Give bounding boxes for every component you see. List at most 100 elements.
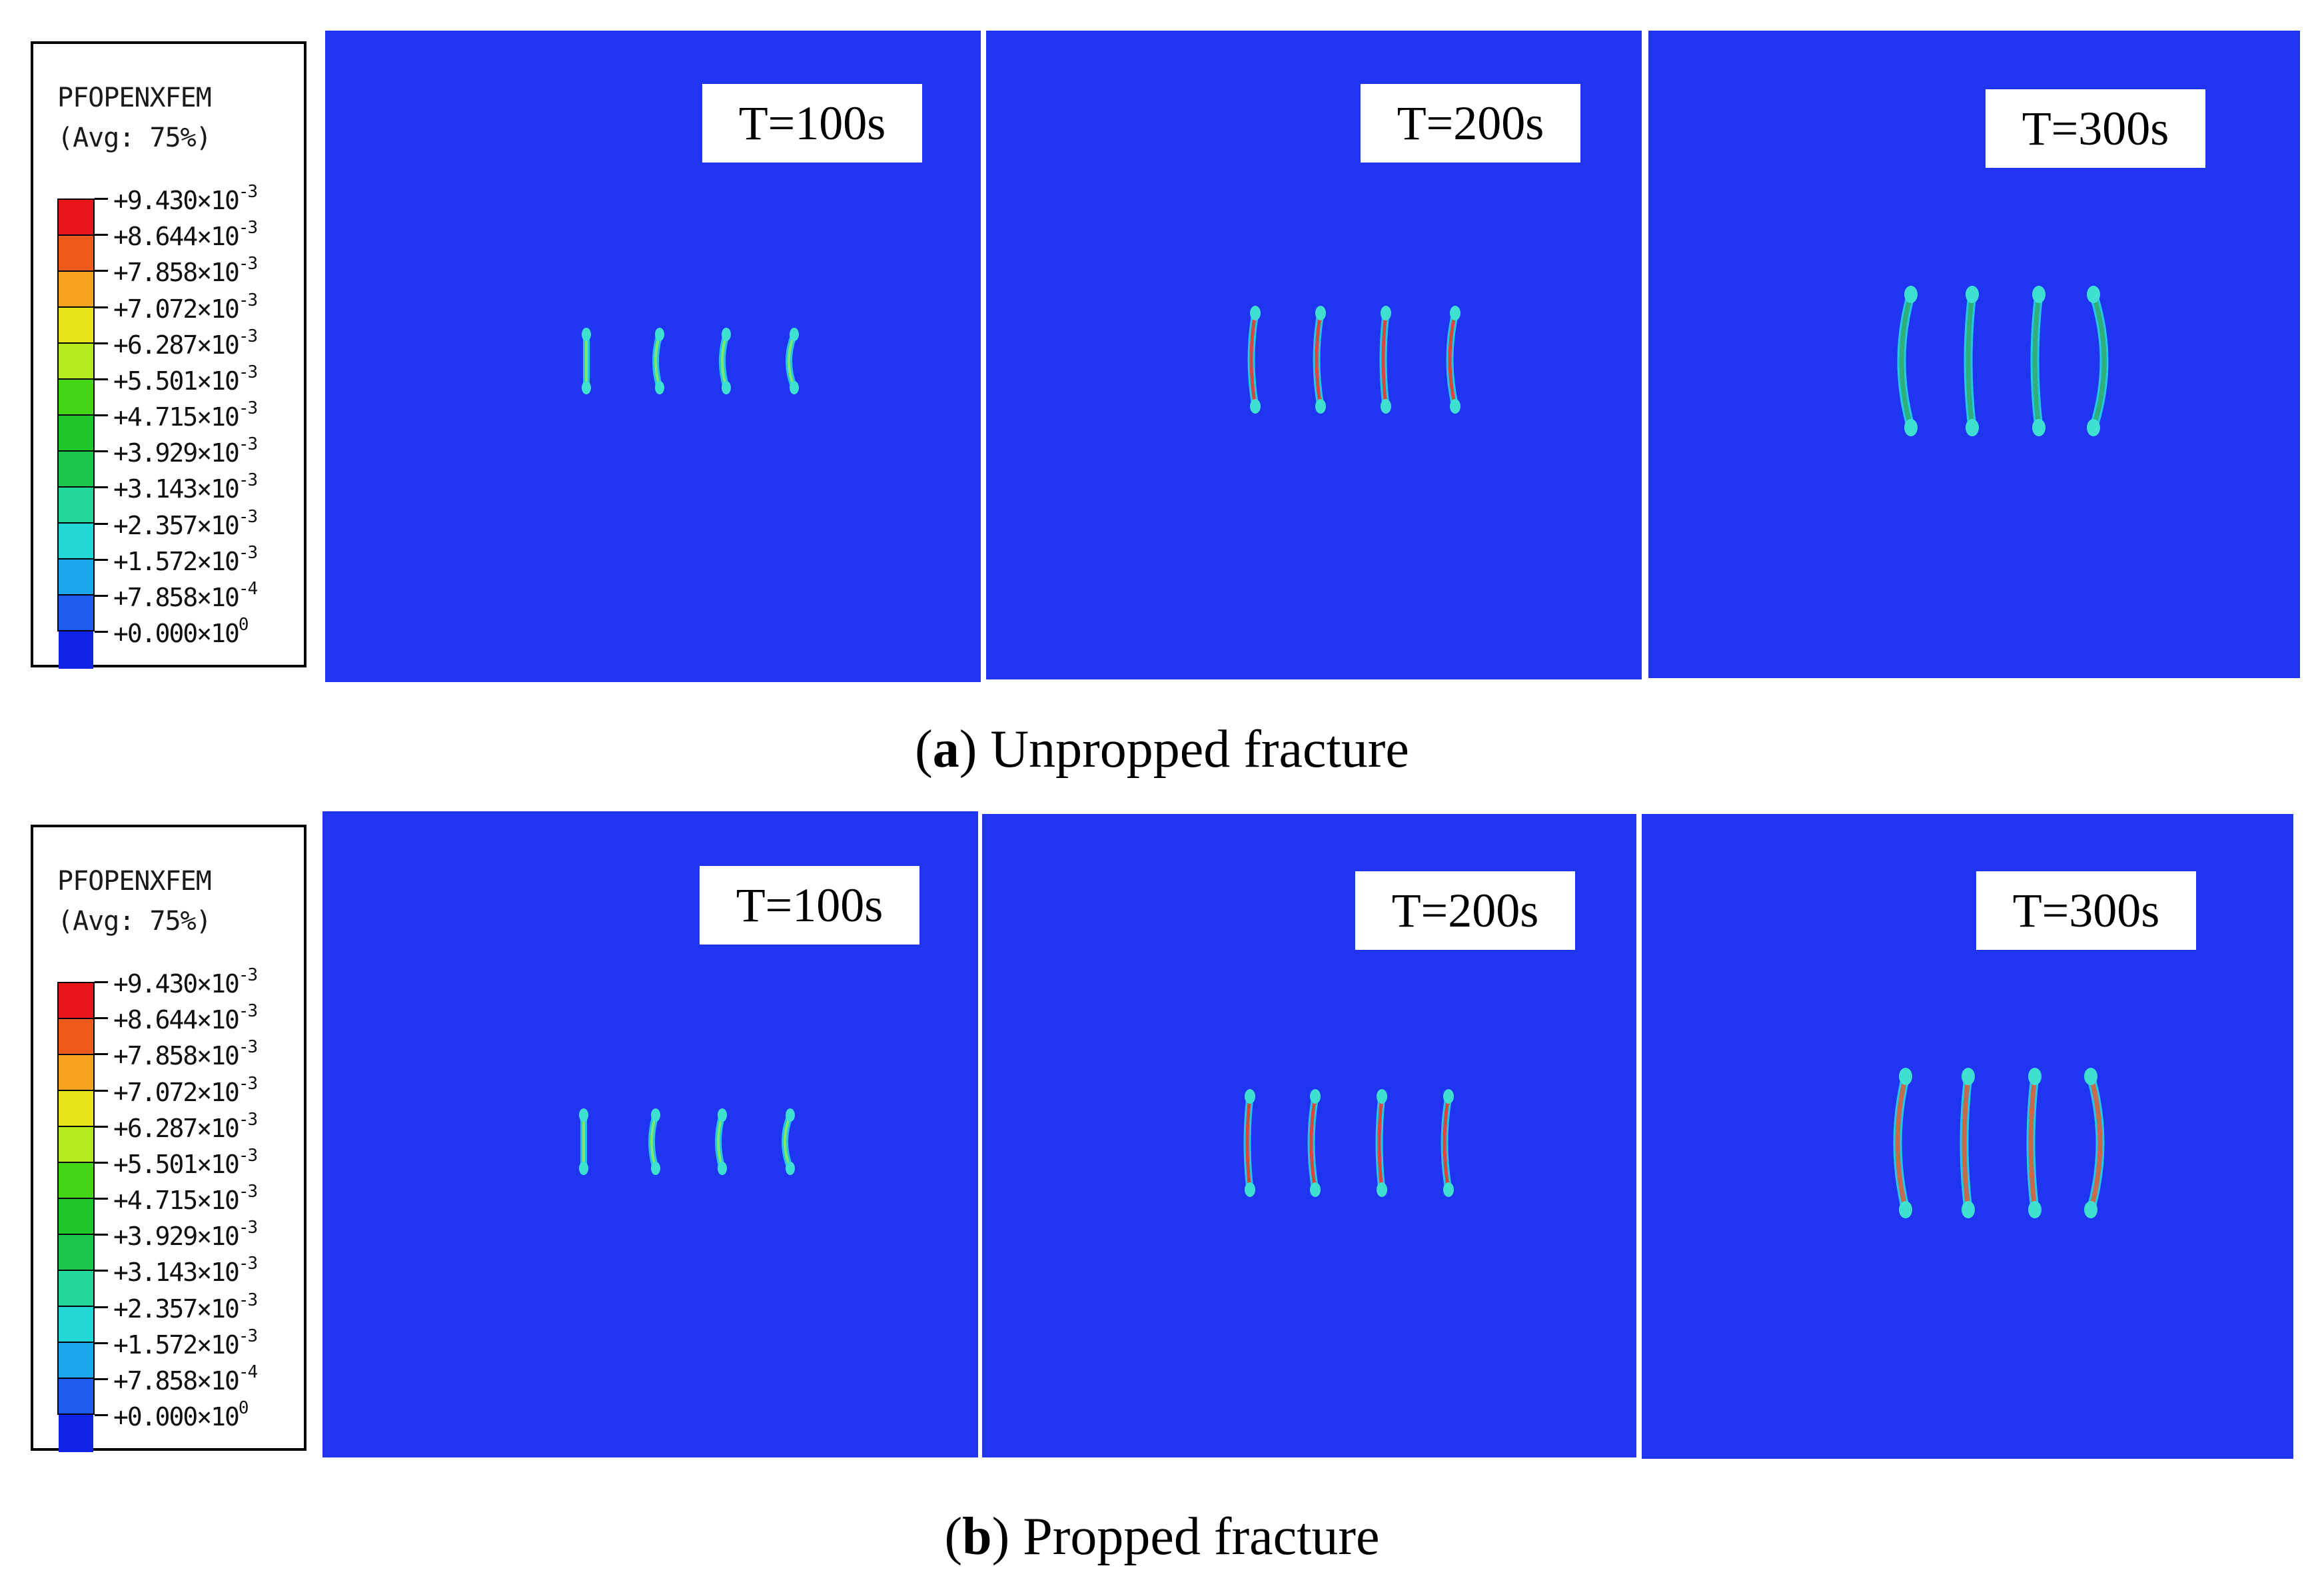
fracture-tip bbox=[655, 381, 664, 394]
color-swatch bbox=[59, 236, 93, 272]
fracture-tip bbox=[1250, 399, 1261, 414]
fracture-tip bbox=[1450, 399, 1460, 414]
legend-title: PFOPENXFEM bbox=[57, 866, 212, 897]
legend-tick bbox=[95, 1378, 108, 1380]
legend-value: +1.572×10-3 bbox=[113, 1326, 258, 1360]
fracture-tip bbox=[1381, 399, 1391, 414]
fracture-tip bbox=[1962, 1068, 1975, 1085]
legend-tick bbox=[95, 234, 108, 236]
legend-value: +7.858×10-4 bbox=[113, 1362, 258, 1395]
legend-value: +9.430×10-3 bbox=[113, 182, 258, 215]
legend-value: +1.572×10-3 bbox=[113, 542, 258, 576]
fracture-tip bbox=[579, 1162, 588, 1175]
fracture-tip bbox=[1310, 1089, 1321, 1104]
legend-tick bbox=[95, 1053, 108, 1056]
panel-a-300s: T=300s bbox=[1648, 31, 2300, 678]
time-label: T=300s bbox=[1986, 89, 2205, 168]
legend-tick bbox=[95, 1161, 108, 1164]
legend-value: +3.143×10-3 bbox=[113, 1254, 258, 1288]
time-label: T=200s bbox=[1361, 84, 1580, 163]
fracture-tip bbox=[722, 381, 731, 394]
fracture-tip bbox=[1443, 1089, 1454, 1104]
fracture-tip bbox=[786, 1108, 795, 1122]
fracture-plot-b-200s bbox=[1243, 1089, 1454, 1197]
legend-value: +5.501×10-3 bbox=[113, 1146, 258, 1179]
legend-value: +5.501×10-3 bbox=[113, 362, 258, 396]
fracture-tip bbox=[786, 1162, 795, 1175]
legend-tick bbox=[95, 1414, 108, 1416]
fracture-core bbox=[1315, 311, 1323, 408]
fracture-core bbox=[1377, 1094, 1384, 1192]
color-swatch bbox=[59, 983, 93, 1019]
panel-b-100s: T=100s bbox=[322, 811, 978, 1457]
legend-subtitle: (Avg: 75%) bbox=[57, 123, 212, 153]
panel-a-200s: T=200s bbox=[986, 31, 1642, 679]
contour-legend-b: PFOPENXFEM (Avg: 75%) +9.430×10-3 +8.644×10… bbox=[31, 825, 306, 1452]
color-swatch bbox=[59, 1343, 93, 1379]
legend-value: +2.357×10-3 bbox=[113, 506, 258, 540]
legend-tick bbox=[95, 1306, 108, 1308]
fracture-core bbox=[1249, 311, 1257, 408]
fracture-tip bbox=[1450, 306, 1460, 320]
legend-tick bbox=[95, 631, 108, 633]
color-swatch bbox=[59, 1379, 93, 1415]
legend-value: +6.287×10-3 bbox=[113, 326, 258, 360]
color-swatch bbox=[59, 524, 93, 560]
fracture-tip bbox=[790, 328, 799, 341]
legend-tick bbox=[95, 198, 108, 200]
fracture-core bbox=[1245, 1094, 1252, 1192]
fracture-core bbox=[1443, 1094, 1451, 1192]
caption-b: (b) Propped fracture bbox=[944, 1507, 1380, 1566]
color-swatch bbox=[59, 1055, 93, 1091]
fracture-core bbox=[1899, 292, 1914, 430]
legend-value: +0.000×100 bbox=[113, 615, 249, 648]
legend-value: +3.929×10-3 bbox=[113, 1218, 258, 1251]
legend-tick bbox=[95, 414, 108, 416]
legend-value: +6.287×10-3 bbox=[113, 1109, 258, 1143]
legend-tick bbox=[95, 558, 108, 561]
color-swatch bbox=[59, 1127, 93, 1163]
caption-a: (a) Unpropped fracture bbox=[915, 720, 1409, 779]
fracture-core bbox=[1448, 311, 1457, 408]
fracture-tip bbox=[1966, 419, 1979, 436]
fracture-group bbox=[579, 1108, 795, 1175]
fracture-tip bbox=[1377, 1089, 1387, 1104]
fracture-core bbox=[1309, 1094, 1317, 1192]
color-swatch bbox=[59, 1271, 93, 1307]
color-swatch bbox=[59, 1415, 93, 1452]
caption-letter: a bbox=[932, 720, 959, 779]
legend-tick bbox=[95, 594, 108, 597]
fracture-tip bbox=[2028, 1201, 2041, 1218]
fracture-tip bbox=[790, 381, 799, 394]
fracture-group bbox=[1897, 286, 2109, 436]
fracture-core bbox=[2088, 1074, 2103, 1212]
legend-value: +7.072×10-3 bbox=[113, 290, 258, 324]
fracture-tip bbox=[1899, 1068, 1912, 1085]
fracture-tip bbox=[1245, 1089, 1255, 1104]
color-swatch bbox=[59, 272, 93, 308]
legend-value: +7.858×10-3 bbox=[113, 1037, 258, 1071]
legend-tick bbox=[95, 306, 108, 308]
legend-value: +7.858×10-3 bbox=[113, 254, 258, 288]
fracture-group bbox=[1243, 1089, 1454, 1197]
fracture-tip bbox=[1899, 1201, 1912, 1218]
fracture-core bbox=[2032, 292, 2041, 430]
fracture-tip bbox=[2028, 1068, 2041, 1085]
legend-tick bbox=[95, 378, 108, 380]
fracture-tip bbox=[2032, 286, 2045, 303]
fracture-tip bbox=[1966, 286, 1979, 303]
time-label: T=200s bbox=[1355, 871, 1575, 950]
fracture-plot-a-300s bbox=[1897, 286, 2109, 436]
fracture-core bbox=[1966, 292, 1975, 430]
legend-value: +3.929×10-3 bbox=[113, 434, 258, 468]
legend-tick bbox=[95, 1198, 108, 1200]
color-swatch bbox=[59, 631, 93, 669]
color-swatch bbox=[59, 1091, 93, 1127]
legend-value: +7.072×10-3 bbox=[113, 1073, 258, 1107]
caption-letter: b bbox=[962, 1507, 992, 1566]
fracture-tip bbox=[1377, 1182, 1387, 1197]
fracture-tip bbox=[1962, 1201, 1975, 1218]
color-swatch bbox=[59, 560, 93, 596]
legend-value: +8.644×10-3 bbox=[113, 1001, 258, 1034]
fracture-tip bbox=[1315, 306, 1326, 320]
